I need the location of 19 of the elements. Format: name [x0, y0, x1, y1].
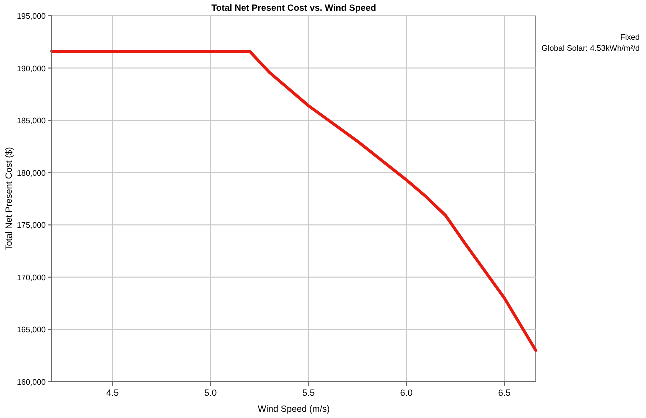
y-tick-label: 170,000	[17, 273, 47, 282]
x-axis-title: Wind Speed (m/s)	[258, 404, 330, 414]
y-tick-label: 160,000	[17, 378, 47, 387]
y-tick-label: 190,000	[17, 64, 47, 74]
text: Global Solar: 4.53kWh/m²/d	[542, 44, 640, 53]
x-tick-label: 5.0	[204, 388, 217, 398]
x-tick-label: 5.5	[302, 388, 315, 398]
y-tick-label: 175,000	[17, 221, 47, 230]
x-tick-label: 6.5	[498, 388, 511, 398]
y-tick-label: 195,000	[17, 12, 47, 21]
y-tick-label: 180,000	[17, 168, 47, 178]
y-tick-label: 185,000	[17, 116, 47, 126]
chart-title: Total Net Present Cost vs. Wind Speed	[212, 3, 376, 13]
y-tick-label: 165,000	[17, 326, 47, 335]
x-tick-label: 6.0	[400, 388, 413, 398]
text: Fixed	[620, 33, 640, 42]
y-axis-title: Total Net Present Cost ($)	[4, 147, 14, 251]
line-series	[50, 50, 538, 352]
x-tick-label: 4.5	[106, 388, 120, 398]
